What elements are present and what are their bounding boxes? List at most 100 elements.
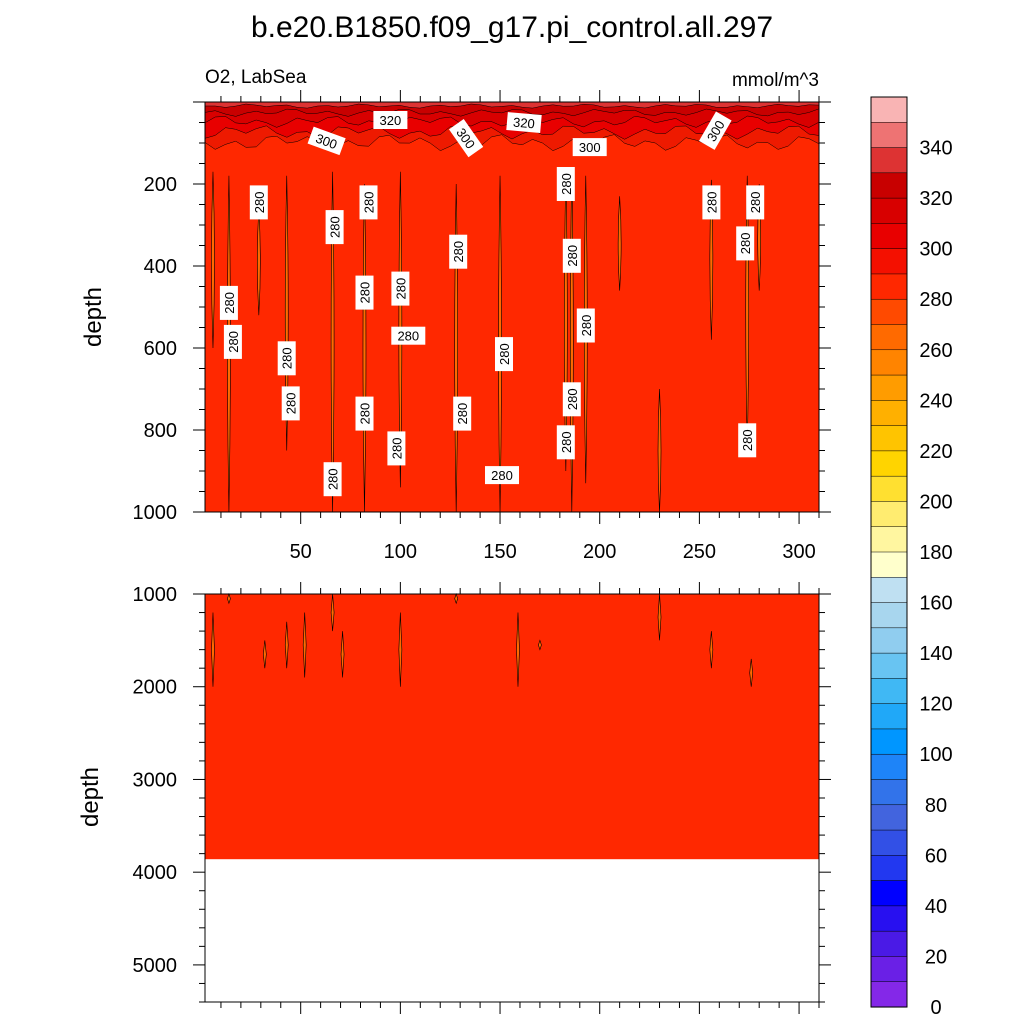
lower-axes: 1000 2000 3000 4000 5000 bbox=[133, 582, 831, 1014]
contour-label: 280 bbox=[219, 285, 238, 320]
contour-label: 320 bbox=[373, 111, 408, 129]
upper-fill-280 bbox=[205, 102, 819, 512]
contour-label: 280 bbox=[277, 341, 296, 376]
contour-label-box bbox=[249, 185, 268, 220]
contour-label: 300 bbox=[699, 111, 732, 150]
contour-label-box bbox=[702, 185, 721, 220]
contour-filament bbox=[330, 593, 335, 632]
contour-filament bbox=[516, 612, 520, 687]
contour-filament bbox=[362, 183, 367, 513]
y-tick-label: 5000 bbox=[133, 955, 178, 977]
colorbar-label: 160 bbox=[919, 593, 952, 615]
colorbar-swatch bbox=[870, 753, 908, 781]
contour-label-box bbox=[576, 308, 595, 343]
contour-label-text: 280 bbox=[451, 241, 466, 263]
contour-filament bbox=[454, 593, 458, 605]
colorbar-label: 120 bbox=[919, 694, 952, 716]
colorbar-label: 300 bbox=[919, 239, 952, 261]
x-tick-label: 300 bbox=[782, 541, 815, 563]
x-tick-label: 100 bbox=[384, 541, 417, 563]
colorbar-swatch bbox=[870, 627, 908, 654]
colorbar-label: 80 bbox=[925, 795, 947, 817]
contour-label: 280 bbox=[325, 210, 344, 245]
contour-label: 280 bbox=[453, 396, 472, 431]
contour-label-text: 280 bbox=[222, 292, 237, 314]
contour-label-text: 280 bbox=[328, 216, 343, 238]
contour-label: 280 bbox=[387, 431, 406, 466]
colorbar-swatch bbox=[870, 577, 908, 604]
contour-label-box bbox=[359, 185, 378, 220]
colorbar-label: 280 bbox=[919, 289, 952, 311]
contour-label-box bbox=[562, 238, 581, 273]
colorbar-swatch bbox=[870, 172, 908, 199]
colorbar-swatch bbox=[870, 551, 908, 578]
contour-label-box bbox=[387, 431, 406, 466]
contour-label: 280 bbox=[485, 466, 519, 485]
contour-label-box bbox=[556, 425, 575, 460]
colorbar-swatch bbox=[870, 703, 908, 730]
contour-filament bbox=[617, 196, 622, 291]
contour-label-text: 300 bbox=[314, 131, 340, 153]
colorbar-swatch bbox=[870, 829, 908, 856]
surface-band bbox=[204, 101, 820, 109]
x-tick-label: 250 bbox=[683, 541, 716, 563]
colorbar-swatch bbox=[870, 602, 908, 629]
colorbar-swatch bbox=[870, 324, 908, 351]
contour-filament bbox=[257, 208, 261, 316]
lower-plot-area bbox=[205, 593, 819, 860]
colorbar-swatch bbox=[870, 96, 908, 123]
colorbar-label: 0 bbox=[930, 997, 941, 1019]
contour-label-text: 280 bbox=[280, 347, 295, 369]
contour-label: 280 bbox=[249, 185, 268, 220]
contour-label: 280 bbox=[359, 185, 378, 220]
contour-label-box bbox=[448, 119, 484, 158]
colorbar-label: 260 bbox=[919, 340, 952, 362]
lower-panel: 1000 2000 3000 4000 5000 depth bbox=[77, 582, 831, 1014]
contour-label-text: 280 bbox=[748, 192, 763, 214]
contour-label-text: 280 bbox=[565, 245, 580, 267]
colorbar-swatch bbox=[870, 652, 908, 679]
contour-filament bbox=[709, 179, 714, 340]
colorbar-swatch bbox=[870, 273, 908, 300]
contour-label-box bbox=[325, 210, 344, 245]
contour-label-box bbox=[495, 337, 513, 372]
contour-label-text: 280 bbox=[226, 331, 241, 353]
colorbar-swatch bbox=[870, 804, 908, 831]
contour-filament bbox=[284, 175, 289, 451]
colorbar-swatch bbox=[870, 298, 908, 326]
contour-label-box bbox=[572, 138, 607, 157]
contour-label-box bbox=[506, 112, 542, 133]
colorbar-swatch bbox=[870, 374, 908, 401]
contour-label-box bbox=[307, 126, 346, 156]
colorbar-swatch bbox=[870, 678, 908, 705]
y-tick-label: 2000 bbox=[133, 677, 178, 699]
contour-label-box bbox=[323, 462, 342, 497]
colorbar-label: 20 bbox=[925, 946, 947, 968]
contour-label-text: 280 bbox=[565, 388, 580, 410]
colorbar-swatch bbox=[870, 855, 908, 882]
contour-filament bbox=[454, 183, 458, 513]
contour-label-box bbox=[355, 275, 374, 310]
upper-panel: 300 320 300 320 300 300 280 280 280 280 280 280 280 2… bbox=[80, 90, 831, 563]
x-tick-label: 150 bbox=[483, 541, 516, 563]
colorbar-swatch bbox=[870, 930, 908, 957]
contour-label-box bbox=[449, 234, 468, 269]
contour-label-text: 280 bbox=[559, 173, 574, 195]
upper-y-axis-label: depth bbox=[80, 287, 107, 347]
contour-label-text: 280 bbox=[389, 438, 404, 460]
colorbar-swatch bbox=[870, 122, 908, 149]
y-tick-label: 1000 bbox=[133, 502, 178, 524]
contour-label-text: 280 bbox=[284, 393, 299, 415]
contour-label-text: 280 bbox=[738, 233, 753, 255]
contour-label-box bbox=[281, 386, 300, 421]
surface-band bbox=[204, 101, 820, 117]
contour-label: 280 bbox=[576, 308, 595, 343]
lower-y-axis-label: depth bbox=[77, 767, 104, 827]
colorbar-swatch bbox=[870, 223, 908, 250]
contour-label: 280 bbox=[556, 167, 575, 201]
contour-label: 280 bbox=[746, 185, 765, 220]
contour-label: 280 bbox=[391, 326, 426, 345]
contour-label: 280 bbox=[323, 462, 342, 497]
contour-filament bbox=[657, 593, 662, 641]
